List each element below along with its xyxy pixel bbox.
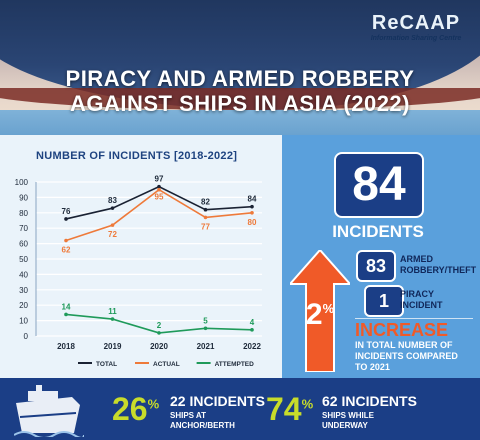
- data-label: 11: [108, 307, 117, 316]
- underway-incidents: 62 INCIDENTS: [322, 393, 417, 409]
- y-tick-label: 30: [19, 286, 28, 295]
- data-point: [157, 331, 161, 335]
- anchor-percent: 26%: [112, 391, 159, 428]
- data-point: [203, 215, 208, 220]
- legend-entry: ATTEMPTED: [215, 361, 255, 368]
- data-point: [64, 238, 68, 243]
- data-label: 84: [248, 195, 257, 204]
- data-label: 4: [250, 318, 255, 327]
- x-tick-label: 2022: [243, 342, 261, 351]
- x-tick-label: 2020: [150, 342, 168, 351]
- y-tick-label: 70: [19, 224, 28, 233]
- increase-percent-value: 2: [305, 298, 323, 331]
- data-label: 83: [108, 196, 117, 205]
- data-point: [64, 312, 68, 317]
- data-label: 80: [248, 218, 257, 227]
- data-label: 62: [62, 246, 71, 255]
- data-label: 77: [201, 222, 210, 231]
- data-label: 14: [62, 302, 71, 311]
- anchor-description-line-1: SHIPS AT: [170, 411, 207, 420]
- increase-description-line-2: INCIDENTS COMPARED: [355, 351, 458, 361]
- data-label: 82: [201, 198, 210, 207]
- piracy-label-line-2: INCIDENT: [400, 300, 443, 310]
- anchor-description: SHIPS AT ANCHOR/BERTH: [170, 411, 235, 431]
- increase-percent: 2%: [298, 298, 342, 332]
- title-line-2: AGAINST SHIPS IN ASIA (2022): [70, 91, 410, 116]
- data-label: 5: [203, 316, 208, 325]
- data-point: [110, 206, 115, 210]
- hero-banner: [0, 0, 480, 135]
- anchor-incidents: 22 INCIDENTS: [170, 393, 265, 409]
- data-point: [250, 211, 254, 215]
- y-tick-label: 90: [19, 193, 28, 202]
- piracy-count: 1: [364, 285, 404, 317]
- location-strip: [0, 378, 480, 440]
- data-label: 76: [62, 207, 71, 216]
- sea-image: [0, 110, 480, 135]
- increase-label: INCREASE: [355, 320, 449, 340]
- data-label: 97: [155, 175, 164, 184]
- data-point: [203, 207, 208, 212]
- anchor-percent-unit: %: [147, 396, 160, 412]
- data-point: [157, 184, 161, 189]
- data-point: [250, 204, 254, 209]
- x-tick-label: 2021: [197, 342, 215, 351]
- summary-divider: [355, 318, 473, 319]
- y-tick-label: 100: [15, 178, 29, 187]
- y-tick-label: 40: [19, 270, 28, 279]
- y-tick-label: 20: [19, 301, 28, 310]
- title-line-1: PIRACY AND ARMED ROBBERY: [65, 66, 415, 91]
- legend-entry: ACTUAL: [153, 361, 180, 368]
- page-title: PIRACY AND ARMED ROBBERY AGAINST SHIPS I…: [0, 66, 480, 116]
- chart-panel: [0, 135, 282, 378]
- underway-percent: 74%: [266, 391, 313, 428]
- piracy-label-line-1: PIRACY: [400, 289, 435, 299]
- increase-description: IN TOTAL NUMBER OF INCIDENTS COMPARED TO…: [355, 340, 475, 373]
- armed-robbery-label-line-1: ARMED: [400, 254, 433, 264]
- data-point: [203, 326, 208, 331]
- y-tick-label: 50: [19, 255, 28, 264]
- data-label: 95: [155, 193, 164, 202]
- underway-description-line-2: UNDERWAY: [322, 421, 368, 430]
- data-point: [157, 187, 161, 192]
- y-tick-label: 0: [24, 332, 29, 341]
- piracy-label: PIRACY INCIDENT: [400, 289, 443, 311]
- data-point: [110, 223, 115, 227]
- chart-title: NUMBER OF INCIDENTS [2018-2022]: [36, 150, 238, 162]
- increase-description-line-3: TO 2021: [355, 362, 390, 372]
- logo-word: ReCAAP: [371, 12, 461, 34]
- anchor-percent-value: 26: [112, 391, 148, 427]
- logo-subtitle: Information Sharing Centre: [370, 35, 462, 42]
- underway-percent-unit: %: [301, 396, 314, 412]
- incidents-line-chart: 0 10 20 30 40 50 60 70 80 90 100 2018 2019 2020 2021 20…: [15, 175, 262, 368]
- underway-description: SHIPS WHILE UNDERWAY: [322, 411, 374, 431]
- armed-robbery-label-line-2: ROBBERY/THEFT: [400, 265, 477, 275]
- y-tick-label: 10: [19, 317, 28, 326]
- y-tick-label: 80: [19, 209, 28, 218]
- y-tick-label: 60: [19, 240, 28, 249]
- data-point: [64, 217, 68, 221]
- increase-arrow-icon: [290, 250, 350, 372]
- recaap-logo: ReCAAP Information Sharing Centre: [358, 12, 474, 42]
- total-incidents-value: 84: [334, 152, 424, 218]
- increase-percent-unit: %: [322, 301, 335, 316]
- data-point: [250, 328, 254, 332]
- armed-robbery-label: ARMED ROBBERY/THEFT: [400, 254, 476, 276]
- x-tick-label: 2019: [104, 342, 122, 351]
- data-label: 2: [157, 321, 162, 330]
- legend-entry: TOTAL: [96, 361, 117, 368]
- data-label: 72: [108, 230, 117, 239]
- total-incidents-label: INCIDENTS: [332, 222, 424, 241]
- armed-robbery-count: 83: [356, 250, 396, 282]
- ship-icon: [14, 385, 84, 437]
- data-point: [110, 317, 115, 321]
- increase-description-line-1: IN TOTAL NUMBER OF: [355, 340, 453, 350]
- underway-percent-value: 74: [266, 391, 302, 427]
- x-tick-label: 2018: [57, 342, 75, 351]
- underway-description-line-1: SHIPS WHILE: [322, 411, 375, 420]
- ship-hull-stripe: [0, 88, 480, 110]
- anchor-description-line-2: ANCHOR/BERTH: [170, 421, 235, 430]
